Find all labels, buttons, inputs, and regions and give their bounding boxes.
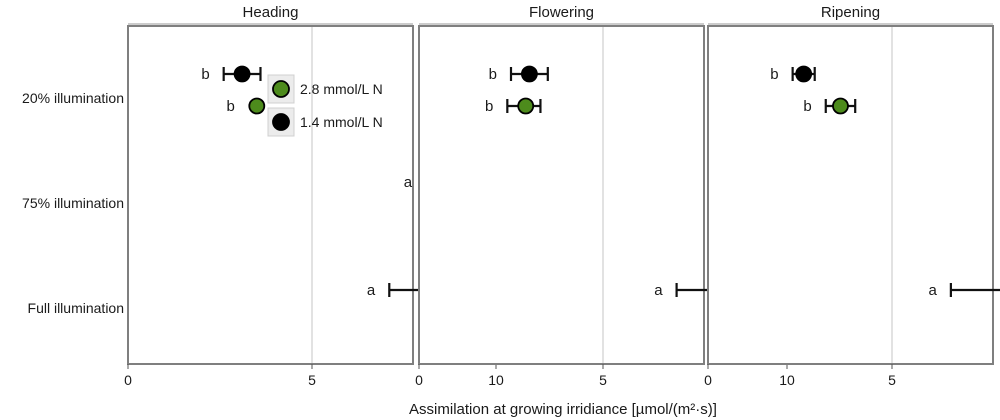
data-point: b <box>770 65 816 83</box>
data-point: b <box>489 65 549 83</box>
significance-letter: a <box>404 174 413 191</box>
data-point: b <box>803 97 857 115</box>
x-tick-label: 5 <box>599 372 607 388</box>
x-tick-label: 0 <box>124 372 132 388</box>
panel-title: Heading <box>243 4 299 21</box>
significance-letter: a <box>929 282 938 299</box>
legend-marker <box>272 113 290 131</box>
panel-frame <box>707 25 994 365</box>
green-marker <box>248 97 266 115</box>
legend-label: 2.8 mmol/L N <box>300 81 383 97</box>
panel-frame <box>418 25 705 365</box>
green-marker <box>517 97 535 115</box>
y-tick-label: 20% illumination <box>22 90 124 106</box>
panel-ripening: Ripening0510bbaaaa <box>704 0 1000 388</box>
data-point: a <box>929 282 1000 299</box>
panels-layer: Heading0510bbaaaaFlowering0510bbaaaaRipe… <box>124 0 1000 388</box>
data-point: b <box>226 97 266 115</box>
x-tick-label: 0 <box>415 372 423 388</box>
legend: 2.8 mmol/L N 1.4 mmol/L N <box>267 74 383 137</box>
data-point: b <box>201 65 262 83</box>
x-tick-label: 5 <box>888 372 896 388</box>
x-tick-label: 10 <box>779 372 795 388</box>
axis-layer: 20% illumination 75% illumination Full ill… <box>22 90 124 316</box>
panel-strip <box>128 0 413 24</box>
x-axis-title: Assimilation at growing irridiance [µmol… <box>409 401 717 418</box>
legend-marker <box>272 80 290 98</box>
significance-letter: b <box>226 98 234 115</box>
x-tick-label: 5 <box>308 372 316 388</box>
y-tick-label: 75% illumination <box>22 195 124 211</box>
significance-letter: b <box>485 98 493 115</box>
black-marker <box>521 65 538 83</box>
panel-title: Flowering <box>529 4 594 21</box>
significance-letter: a <box>654 282 663 299</box>
panel-strip <box>419 0 704 24</box>
significance-letter: b <box>770 66 778 83</box>
significance-letter: b <box>489 66 497 83</box>
green-marker <box>832 97 849 115</box>
significance-letter: a <box>367 282 376 299</box>
black-marker <box>233 65 251 83</box>
panel-flowering: Flowering0510bbaaaa <box>415 0 855 388</box>
x-tick-label: 0 <box>704 372 712 388</box>
data-point: b <box>485 97 542 115</box>
panel-title: Ripening <box>821 4 880 21</box>
black-marker <box>795 65 813 83</box>
legend-label: 1.4 mmol/L N <box>300 114 383 130</box>
significance-letter: b <box>201 66 209 83</box>
x-tick-label: 10 <box>488 372 504 388</box>
y-tick-label: Full illumination <box>28 300 124 316</box>
panel-strip <box>708 0 993 24</box>
significance-letter: b <box>803 98 811 115</box>
